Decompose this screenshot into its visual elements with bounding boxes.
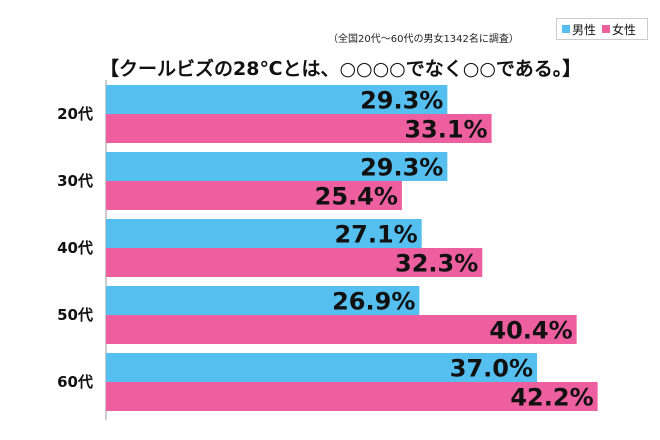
bar-male: [106, 219, 422, 248]
data-label: 26.9%: [332, 288, 415, 316]
bar-female: [106, 114, 492, 143]
data-label: 42.2%: [510, 384, 593, 412]
category-label: 60代: [57, 373, 93, 391]
legend-label-female: 女性: [612, 22, 637, 37]
data-label: 32.3%: [395, 250, 478, 278]
category-label: 30代: [57, 172, 93, 190]
data-label: 25.4%: [315, 183, 398, 211]
bars-group: 29.3%33.1%29.3%25.4%27.1%32.3%26.9%40.4%…: [106, 85, 598, 412]
bar-female: [106, 181, 402, 210]
legend: 男性 女性: [556, 18, 648, 40]
chart-title: 【クールビズの28℃とは、○○○○でなく○○である。】: [100, 58, 582, 80]
data-label: 40.4%: [489, 317, 572, 345]
data-label: 27.1%: [334, 221, 417, 249]
legend-item-male: 男性: [562, 21, 596, 38]
bar-male: [106, 353, 538, 382]
data-label: 29.3%: [360, 87, 443, 115]
data-label: 29.3%: [360, 154, 443, 182]
bar-male: [106, 152, 448, 181]
legend-swatch-male: [562, 25, 570, 33]
legend-label-male: 男性: [572, 22, 597, 37]
survey-note: （全国20代〜60代の男女1342名に調査）: [328, 34, 519, 45]
data-label: 37.0%: [450, 355, 533, 383]
legend-item-female: 女性: [602, 21, 636, 38]
category-label: 20代: [57, 105, 93, 123]
bar-male: [106, 85, 448, 114]
category-label: 50代: [57, 306, 93, 324]
legend-swatch-female: [602, 25, 611, 33]
bar-female: [106, 315, 577, 344]
bar-female: [106, 382, 598, 411]
bar-male: [106, 286, 420, 315]
bar-female: [106, 248, 483, 277]
data-label: 33.1%: [404, 116, 487, 144]
category-label: 40代: [57, 239, 93, 257]
